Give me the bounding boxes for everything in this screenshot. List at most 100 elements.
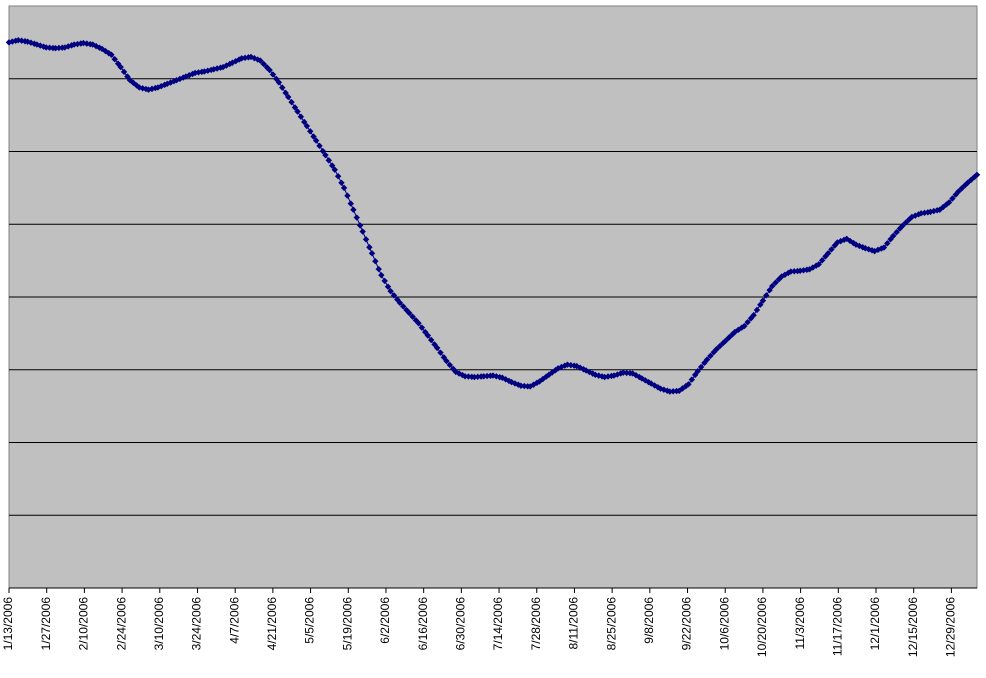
data-point-marker	[586, 368, 593, 376]
data-point-marker	[775, 276, 783, 283]
x-tick-label: 6/16/2006	[416, 597, 430, 651]
data-point-marker	[260, 60, 267, 68]
data-point-marker	[511, 380, 519, 387]
data-point-marker	[282, 89, 289, 97]
x-tick-label: 3/10/2006	[152, 597, 166, 651]
data-point-marker	[890, 232, 897, 240]
x-tick-label: 9/22/2006	[680, 597, 694, 651]
data-point-marker	[868, 247, 876, 254]
data-point-marker	[31, 40, 38, 47]
data-point-marker	[266, 66, 273, 74]
data-point-marker	[759, 297, 767, 304]
data-point-marker	[874, 246, 882, 254]
data-point-marker	[64, 43, 72, 50]
data-point-marker	[312, 137, 320, 144]
data-point-marker	[356, 222, 364, 229]
data-point-marker	[334, 173, 342, 180]
data-point-marker	[111, 55, 118, 63]
x-tick-label: 5/5/2006	[303, 597, 317, 644]
data-point-marker	[893, 229, 900, 236]
data-point-marker	[632, 372, 640, 379]
data-point-marker	[167, 79, 174, 86]
data-point-marker	[971, 173, 978, 181]
x-tick-label: 7/28/2006	[529, 597, 543, 651]
data-point-marker	[666, 388, 674, 395]
data-point-marker	[636, 373, 643, 381]
data-point-marker	[55, 44, 63, 52]
data-point-marker	[831, 242, 838, 249]
x-tick-label: 12/29/2006	[944, 597, 958, 657]
data-point-marker	[273, 75, 280, 83]
gridlines	[9, 78, 977, 516]
data-point-marker	[694, 368, 701, 375]
data-point-marker	[297, 113, 305, 120]
data-point-marker	[824, 250, 832, 257]
data-point-marker	[235, 56, 243, 63]
data-point-marker	[338, 179, 345, 186]
data-point-marker	[433, 344, 441, 352]
data-point-marker	[279, 84, 286, 91]
data-point-marker	[40, 43, 47, 50]
data-point-marker	[545, 371, 553, 379]
x-tick-label: 12/15/2006	[906, 597, 920, 657]
data-point-marker	[741, 322, 748, 330]
data-point-marker	[710, 349, 717, 356]
data-point-marker	[818, 257, 826, 264]
data-point-marker	[102, 47, 109, 55]
data-point-marker	[828, 246, 835, 253]
data-point-marker	[43, 44, 50, 51]
data-point-marker	[713, 346, 720, 353]
data-point-marker	[582, 367, 590, 374]
data-point-marker	[781, 271, 789, 278]
data-point-marker	[381, 277, 388, 285]
data-point-marker	[384, 283, 392, 290]
data-point-marker	[573, 362, 580, 370]
data-point-marker	[322, 151, 329, 159]
data-point-marker	[539, 375, 547, 383]
data-point-marker	[368, 250, 376, 257]
data-point-marker	[707, 352, 714, 360]
data-point-marker	[620, 369, 627, 376]
x-tick-label: 2/24/2006	[114, 597, 128, 651]
data-point-marker	[769, 282, 776, 290]
data-point-marker	[12, 37, 19, 45]
data-point-marker	[515, 381, 522, 388]
data-point-marker	[757, 301, 764, 308]
data-point-marker	[772, 279, 779, 286]
data-point-marker	[744, 318, 751, 326]
data-point-marker	[390, 292, 398, 299]
data-point-marker	[648, 380, 655, 387]
data-point-marker	[567, 361, 575, 369]
data-point-marker	[406, 309, 413, 317]
data-point-marker	[126, 77, 134, 84]
data-point-marker	[83, 40, 91, 47]
data-point-marker	[291, 104, 299, 111]
data-point-marker	[310, 133, 317, 140]
data-point-marker	[251, 55, 258, 62]
x-tick-label: 5/19/2006	[340, 597, 354, 651]
data-point-marker	[316, 142, 323, 150]
data-point-marker	[884, 240, 891, 247]
x-tick-label: 7/14/2006	[491, 597, 505, 651]
data-point-marker	[815, 261, 822, 268]
data-point-marker	[763, 292, 770, 299]
data-point-marker	[409, 313, 416, 320]
data-point-marker	[288, 98, 295, 106]
data-point-marker	[396, 299, 404, 307]
data-point-marker	[269, 71, 277, 78]
data-point-marker	[949, 195, 956, 202]
data-point-marker	[896, 225, 904, 232]
x-tick-label: 9/8/2006	[642, 597, 656, 644]
data-point-marker	[601, 373, 608, 381]
data-point-marker	[533, 379, 541, 387]
data-point-marker	[629, 370, 636, 377]
data-point-marker	[92, 42, 100, 50]
data-point-marker	[654, 384, 662, 391]
data-point-marker	[766, 286, 773, 294]
data-point-marker	[961, 182, 969, 189]
x-tick-label: 6/30/2006	[454, 597, 468, 651]
data-point-marker	[232, 57, 239, 65]
x-tick-label: 1/13/2006	[1, 597, 15, 651]
data-point-marker	[344, 192, 351, 199]
